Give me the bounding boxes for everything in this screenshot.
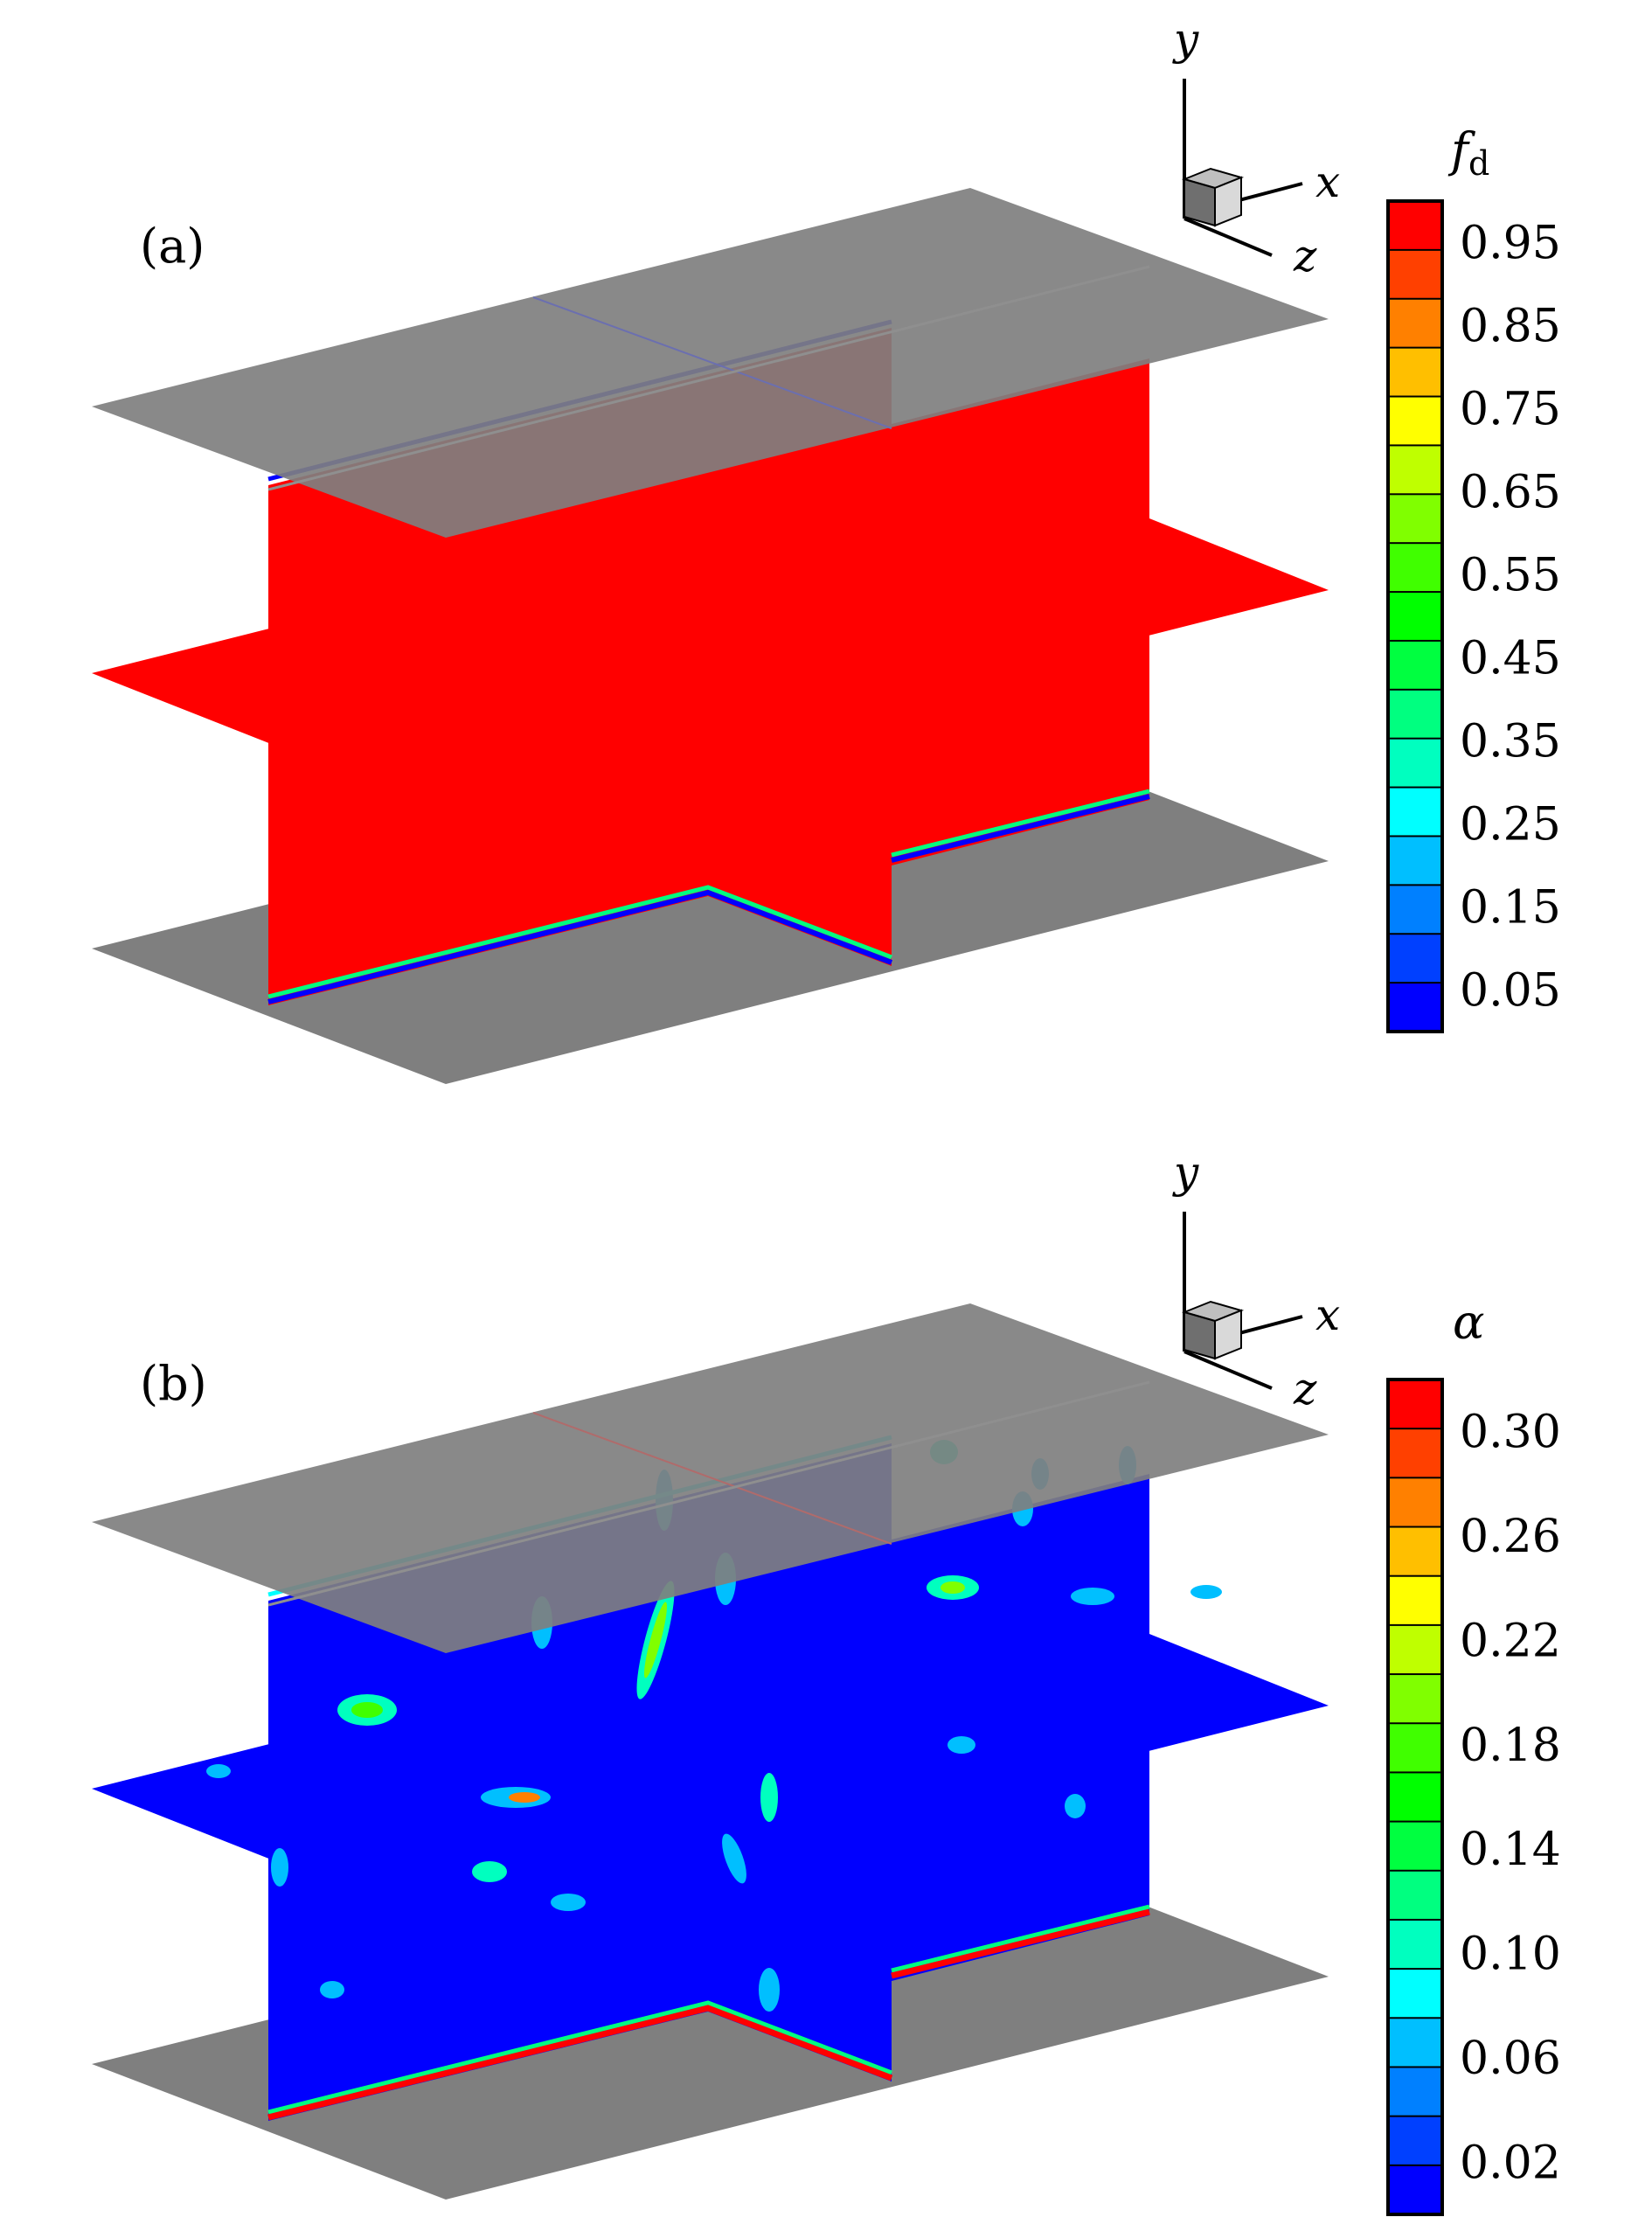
colorbar-band <box>1387 1526 1443 1578</box>
colorbar: α 0.30 0.26 0.22 0.18 0.14 0.10 0.06 0.02 <box>1386 1295 1561 2216</box>
colorbar-tick-label: 0.75 <box>1460 384 1561 436</box>
colorbar-band <box>1387 982 1443 1033</box>
panel-b: (b) y x z α 0.30 0.26 0.22 0.18 0.14 0.10 0.06… <box>92 1147 1561 2216</box>
colorbar-tick-label: 0.18 <box>1460 1720 1561 1772</box>
plate-edge <box>267 1380 1150 1607</box>
colorbar-band <box>1387 1574 1443 1627</box>
colorbar-band <box>1387 2164 1443 2216</box>
colorbar-band <box>1387 884 1443 935</box>
colorbar-band <box>1387 1918 1443 1970</box>
colorbar-band <box>1387 1869 1443 1922</box>
colorbar-band <box>1387 786 1443 838</box>
colorbar-tick-label: 0.26 <box>1460 1511 1561 1563</box>
plate-edge <box>532 1412 892 1545</box>
panel-label: (b) <box>140 1356 207 1411</box>
axis-triad: y x z <box>1172 1147 1340 1414</box>
colorbar-band <box>1387 1477 1443 1529</box>
colorbar-band <box>1387 1820 1443 1873</box>
boundary-band <box>891 794 1150 863</box>
axis-label-y: y <box>1172 1147 1199 1198</box>
colorbar-band <box>1387 297 1443 350</box>
colorbar-band <box>1387 346 1443 399</box>
colorbar-band <box>1387 591 1443 643</box>
axis-label-y: y <box>1172 14 1199 65</box>
plate-edge <box>267 265 1150 491</box>
colorbar-tick-label: 0.95 <box>1460 218 1561 270</box>
boundary-band <box>891 1904 1150 1973</box>
colorbar-tick-label: 0.85 <box>1460 301 1561 353</box>
colorbar-title: α <box>1453 1295 1484 1350</box>
colorbar-tick-label: 0.02 <box>1460 2137 1561 2189</box>
panel-a: (a) y x z fd 0.95 0.85 0.75 0.65 0.55 0.45 0.3… <box>92 14 1561 1084</box>
colorbar-band <box>1387 737 1443 789</box>
colorbar-tick-label: 0.25 <box>1460 799 1561 851</box>
colorbar-band <box>1387 1722 1443 1775</box>
colorbar-band <box>1387 933 1443 984</box>
colorbar-band <box>1387 2066 1443 2118</box>
colorbar-band <box>1387 639 1443 692</box>
colorbar-band <box>1387 248 1443 301</box>
colorbar-tick-label: 0.55 <box>1460 550 1561 602</box>
boundary-band <box>267 2005 893 2121</box>
axis-label-x: x <box>1315 156 1340 207</box>
colorbar-band <box>1387 395 1443 448</box>
boundary-band <box>267 2000 892 2115</box>
colorbar-tick-label: 0.14 <box>1460 1824 1561 1876</box>
colorbar: fd 0.95 0.85 0.75 0.65 0.55 0.45 0.35 0.25 0.15 0… <box>1386 122 1561 1033</box>
colorbar-band <box>1387 1379 1443 1430</box>
colorbar-band <box>1387 542 1443 594</box>
colorbar-band <box>1387 835 1443 886</box>
colorbar-tick-label: 0.05 <box>1460 965 1561 1018</box>
boundary-band <box>891 789 1150 858</box>
colorbar-band <box>1387 444 1443 496</box>
colorbar-tick-label: 0.10 <box>1460 1929 1561 1981</box>
colorbar-band <box>1387 2115 1443 2167</box>
boundary-band <box>891 1908 1150 1979</box>
colorbar-band <box>1387 200 1443 252</box>
colorbar-band <box>1387 1771 1443 1824</box>
boundary-band <box>267 889 893 1004</box>
axis-label-z: z <box>1293 1364 1317 1414</box>
colorbar-band <box>1387 493 1443 545</box>
colorbar-band <box>1387 1673 1443 1725</box>
axis-label-z: z <box>1293 231 1317 281</box>
axis-triad: y x z <box>1172 14 1340 281</box>
vertical-slice-back <box>892 1474 1149 1981</box>
vertical-slice-back <box>892 358 1149 865</box>
colorbar-tick-label: 0.35 <box>1460 716 1561 768</box>
colorbar-title: fd <box>1447 122 1489 183</box>
panel-label: (a) <box>140 219 205 274</box>
colorbar-tick-label: 0.06 <box>1460 2033 1561 2085</box>
plate-edge <box>532 296 892 429</box>
colorbar-tick-label: 0.45 <box>1460 633 1561 685</box>
colorbar-band <box>1387 1968 1443 2019</box>
colorbar-tick-label: 0.30 <box>1460 1407 1561 1459</box>
colorbar-band <box>1387 1623 1443 1676</box>
colorbar-band <box>1387 688 1443 740</box>
colorbar-tick-label: 0.65 <box>1460 467 1561 519</box>
colorbar-band <box>1387 1428 1443 1479</box>
colorbar-band <box>1387 2017 1443 2069</box>
colorbar-tick-label: 0.15 <box>1460 882 1561 935</box>
boundary-band <box>267 885 892 999</box>
colorbar-tick-label: 0.22 <box>1460 1615 1561 1667</box>
axis-label-x: x <box>1315 1289 1340 1340</box>
